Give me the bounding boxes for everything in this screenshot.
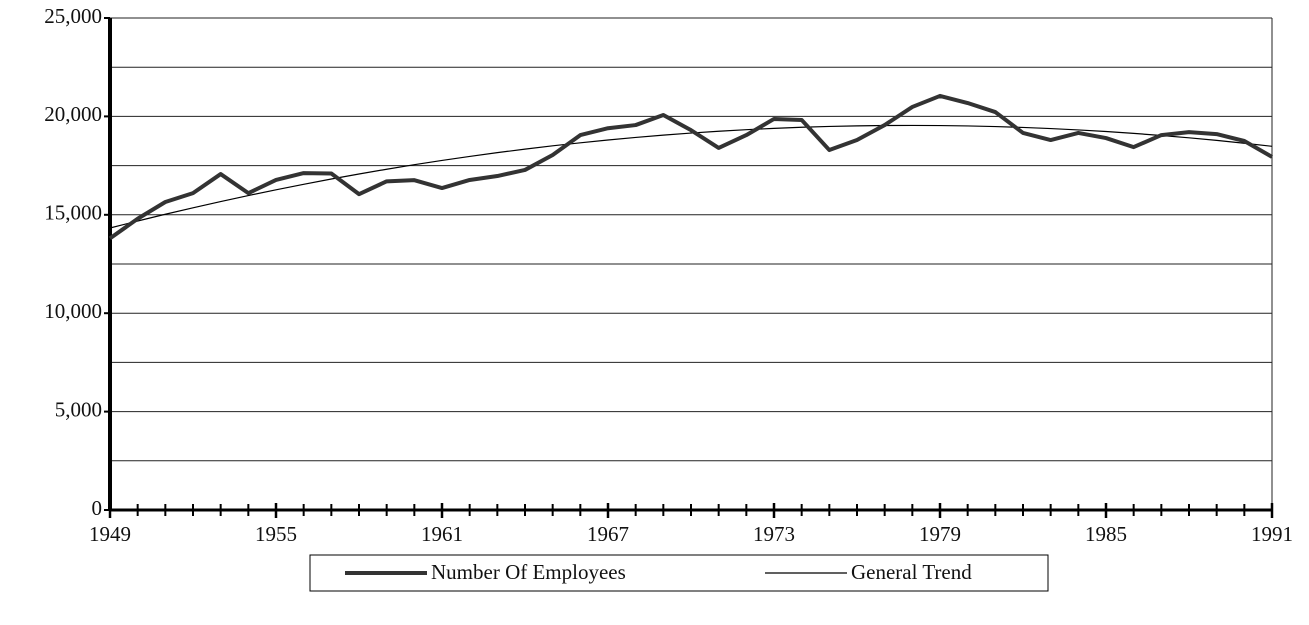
x-tick-label: 1955	[255, 522, 297, 546]
x-tick-label: 1973	[753, 522, 795, 546]
x-tick-label: 1991	[1251, 522, 1293, 546]
series-line	[108, 93, 1273, 241]
x-tick-label: 1979	[919, 522, 961, 546]
y-tick-label: 0	[92, 496, 103, 520]
x-tick-label: 1949	[89, 522, 131, 546]
y-tick-label: 10,000	[44, 299, 102, 323]
y-tick-label: 15,000	[44, 201, 102, 225]
x-tick-label: 1985	[1085, 522, 1127, 546]
series-line	[109, 124, 1273, 229]
legend-label: General Trend	[851, 560, 972, 584]
y-tick-label: 5,000	[55, 397, 102, 421]
legend-label: Number Of Employees	[431, 560, 626, 584]
legend-box	[309, 554, 1049, 592]
x-tick-label: 1961	[421, 522, 463, 546]
x-tick-label: 1967	[587, 522, 629, 546]
y-tick-label: 20,000	[44, 102, 102, 126]
y-tick-label: 25,000	[44, 4, 102, 28]
